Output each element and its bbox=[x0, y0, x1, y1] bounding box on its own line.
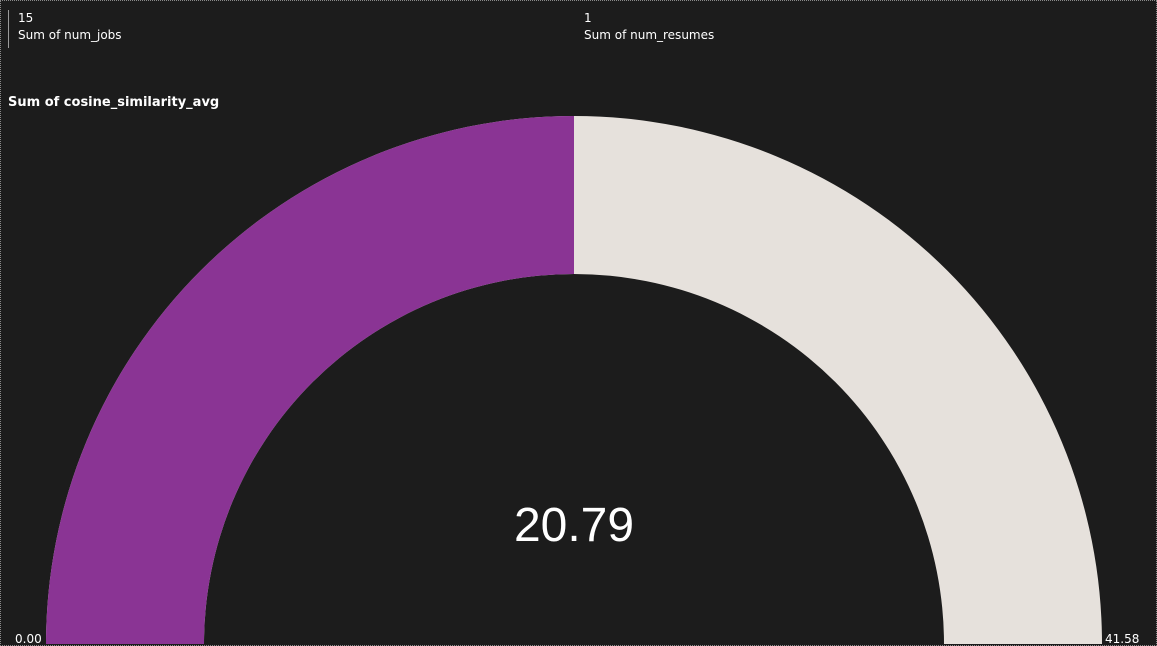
card-label: Sum of num_jobs bbox=[18, 28, 122, 42]
gauge-value-label: 20.79 bbox=[514, 499, 634, 552]
gauge-max-label: 41.58 bbox=[1105, 632, 1139, 645]
card-value: 1 bbox=[584, 11, 592, 25]
card-label: Sum of num_resumes bbox=[584, 28, 715, 42]
card-value: 15 bbox=[18, 11, 34, 25]
card-num-jobs[interactable]: 15 Sum of num_jobs bbox=[8, 10, 122, 48]
gauge-fill-arc bbox=[46, 116, 574, 644]
gauge-title: Sum of cosine_similarity_avg bbox=[8, 95, 220, 110]
gauge-min-label: 0.00 bbox=[15, 632, 42, 645]
card-num-resumes[interactable]: 1 Sum of num_resumes bbox=[584, 10, 714, 48]
